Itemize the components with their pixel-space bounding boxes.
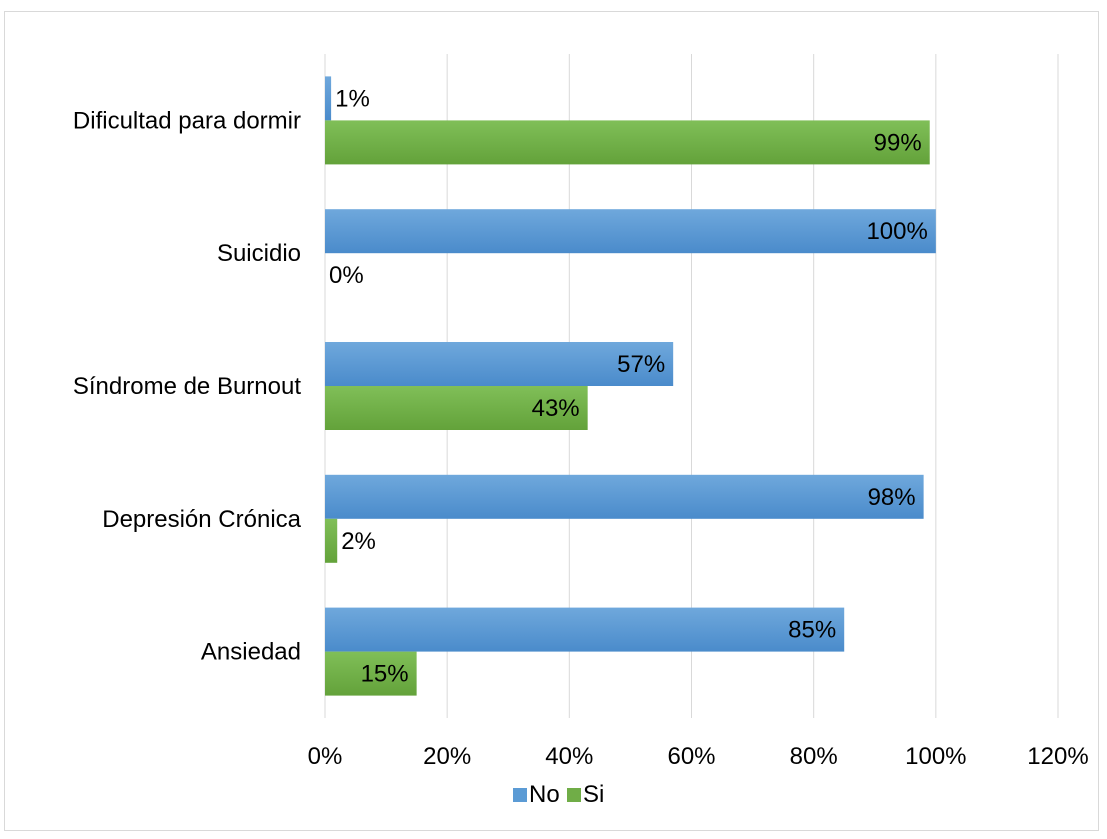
category-label: Depresión Crónica <box>102 506 301 533</box>
legend-swatch-no <box>513 788 527 802</box>
legend: No Si <box>513 781 604 808</box>
x-tick-label: 20% <box>423 743 471 770</box>
legend-swatch-si <box>567 788 581 802</box>
bar-si-3 <box>325 518 338 563</box>
data-label: 100% <box>866 218 927 245</box>
data-label: 99% <box>874 129 922 156</box>
x-tick-label: 80% <box>790 743 838 770</box>
category-label: Suicidio <box>217 240 301 267</box>
x-tick-label: 100% <box>905 743 966 770</box>
legend-label-no: No <box>529 781 560 808</box>
x-tick-label: 60% <box>667 743 715 770</box>
x-tick-label: 40% <box>545 743 593 770</box>
x-tick-label: 120% <box>1027 743 1088 770</box>
data-label: 1% <box>335 85 370 112</box>
bar-no-0 <box>325 76 332 121</box>
category-label: Síndrome de Burnout <box>73 373 301 400</box>
data-label: 98% <box>868 484 916 511</box>
bar-no-4 <box>325 607 845 652</box>
bar-chart: 0% 20% 40% 60% 80% 100% 120% Dificultad para do… <box>73 54 1089 808</box>
data-label: 85% <box>788 617 836 644</box>
category-label: Ansiedad <box>201 639 301 666</box>
data-label: 43% <box>532 395 580 422</box>
data-label: 57% <box>617 351 665 378</box>
bar-si-2 <box>325 386 588 430</box>
bar-no-2 <box>325 342 674 386</box>
bars <box>325 76 936 696</box>
bar-no-1 <box>325 209 936 254</box>
data-label: 15% <box>361 661 409 688</box>
bar-si-0 <box>325 120 930 165</box>
bar-no-3 <box>325 474 924 519</box>
chart-frame: 0% 20% 40% 60% 80% 100% 120% Dificultad para do… <box>4 11 1099 831</box>
x-tick-label: 0% <box>308 743 343 770</box>
data-label: 2% <box>341 528 376 555</box>
legend-label-si: Si <box>583 781 604 808</box>
data-label: 0% <box>329 262 364 289</box>
labels: 0% 20% 40% 60% 80% 100% 120% Dificultad para do… <box>73 85 1089 770</box>
bar-si-4 <box>325 651 417 696</box>
category-label: Dificultad para dormir <box>73 107 301 134</box>
